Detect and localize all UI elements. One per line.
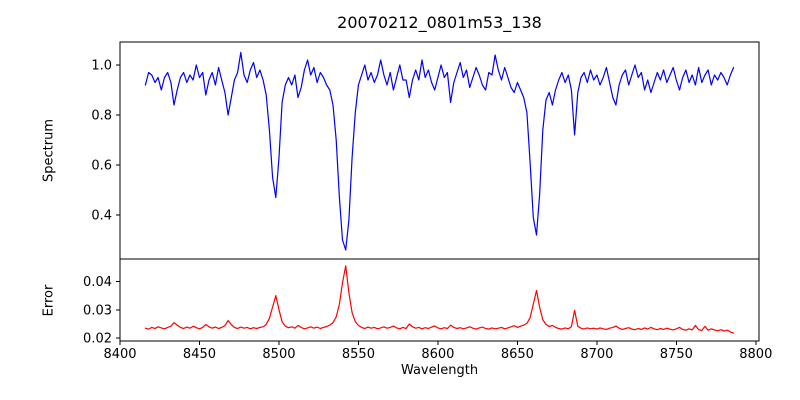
y-tick-label: 0.4 xyxy=(91,209,112,224)
axes-frame xyxy=(119,258,760,342)
x-tick-label: 8550 xyxy=(342,347,375,362)
y-tick-label: 0.04 xyxy=(83,275,112,290)
x-tick-label: 8800 xyxy=(739,347,772,362)
y-tick-label: 0.02 xyxy=(83,332,112,347)
y-tick-label: 0.6 xyxy=(91,159,112,174)
error-line xyxy=(144,265,735,334)
y-tick-label: 0.03 xyxy=(83,303,112,318)
y-tick-label: 0.8 xyxy=(91,109,112,124)
x-tick-label: 8400 xyxy=(103,347,136,362)
x-tick-label: 8600 xyxy=(421,347,454,362)
x-tick-label: 8650 xyxy=(501,347,534,362)
spectrum-line xyxy=(144,51,735,251)
x-tick-label: 8450 xyxy=(183,347,216,362)
x-tick-label: 8750 xyxy=(660,347,693,362)
y-tick-label: 1.0 xyxy=(91,59,112,74)
x-tick-label: 8500 xyxy=(262,347,295,362)
axes-frame xyxy=(119,41,760,260)
x-tick-label: 8700 xyxy=(580,347,613,362)
chart-title: 20070212_0801m53_138 xyxy=(337,13,542,32)
wavelength-axis-label: Wavelength xyxy=(400,363,479,378)
